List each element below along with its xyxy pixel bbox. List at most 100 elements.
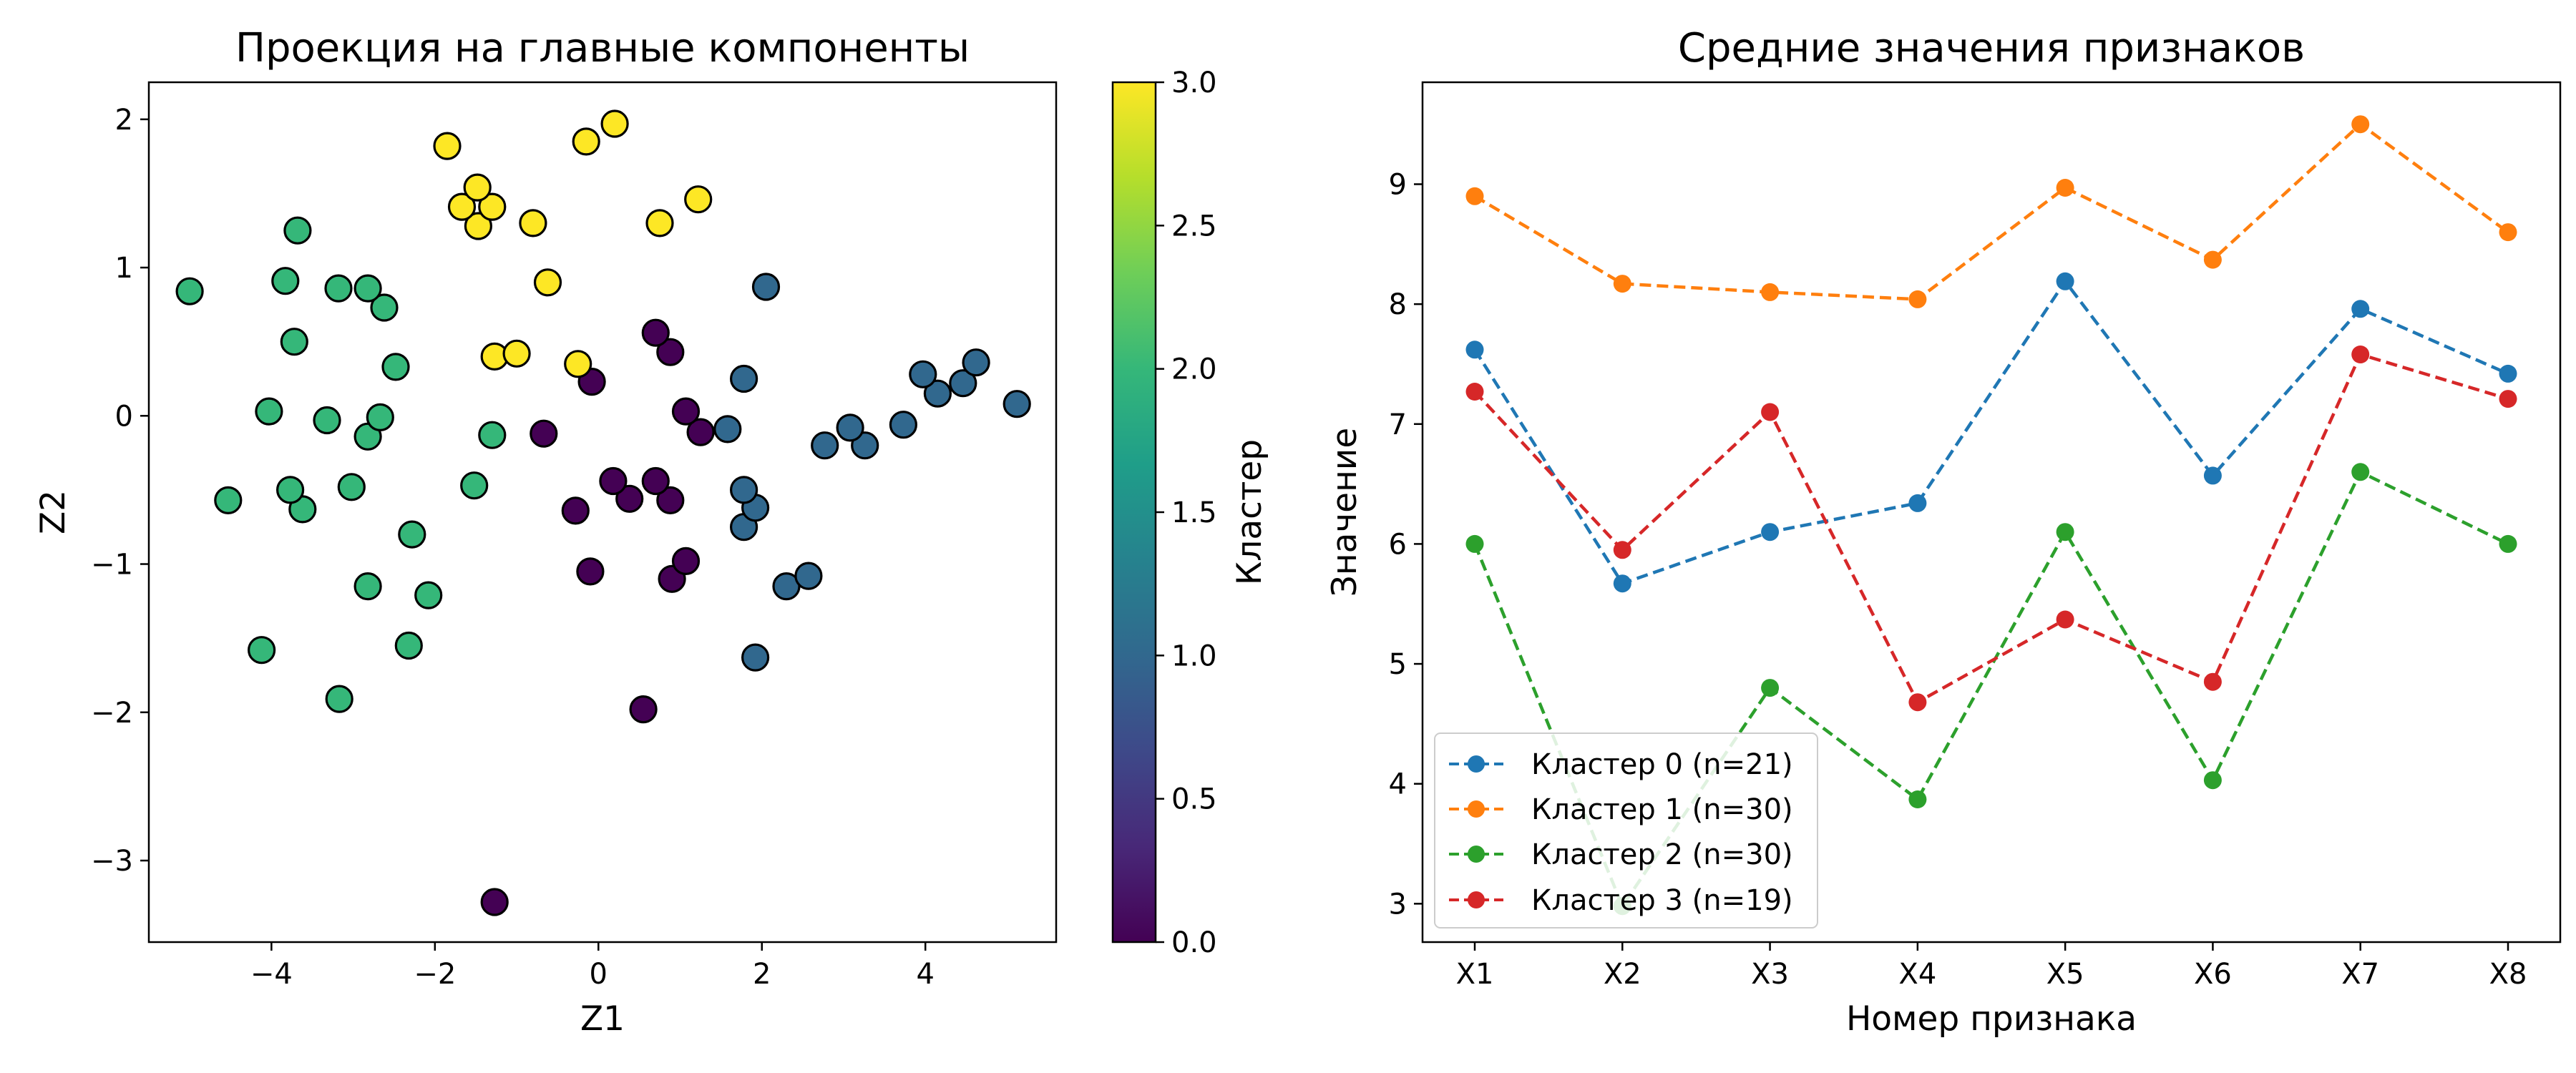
scatter-point <box>564 350 592 378</box>
line-y-tick-label: 3 <box>1389 888 1407 921</box>
scatter-point <box>671 547 701 576</box>
scatter-title: Проекция на главные компоненты <box>235 25 970 72</box>
scatter-point <box>851 431 879 460</box>
colorbar-tick-label: 2.0 <box>1171 353 1217 386</box>
series-marker <box>1761 679 1780 697</box>
scatter-point <box>480 888 509 916</box>
series-marker <box>2203 672 2222 691</box>
scatter-point <box>889 411 918 439</box>
scatter-point <box>629 695 658 724</box>
colorbar-tick-label: 3.0 <box>1171 67 1217 99</box>
scatter-point <box>533 268 562 297</box>
scatter-point <box>923 379 952 408</box>
scatter-y-ticks: −3 −2 −1 0 1 2 <box>91 104 149 878</box>
scatter-x-axis-label: Z1 <box>580 999 625 1039</box>
scatter-point <box>729 364 758 393</box>
line-x-tick-label: X7 <box>2341 958 2379 991</box>
scatter-y-axis-label: Z2 <box>34 490 73 534</box>
series-group <box>1465 346 2517 712</box>
scatter-point <box>641 466 670 496</box>
scatter-point <box>811 431 839 460</box>
colorbar-tick-label: 0.5 <box>1171 783 1217 816</box>
line-x-tick-label: X2 <box>1604 958 1641 991</box>
series-marker <box>1465 340 1484 359</box>
series-marker <box>1465 534 1484 553</box>
series-marker <box>1908 290 1927 308</box>
series-marker <box>1465 187 1484 205</box>
line-y-tick-label: 9 <box>1389 168 1407 201</box>
scatter-point <box>519 209 547 237</box>
series-line <box>1473 352 2509 705</box>
line-x-axis-label: Номер признака <box>1846 999 2137 1039</box>
series-group <box>1465 272 2517 593</box>
series-line <box>1473 122 2509 301</box>
colorbar-tick-label: 0.0 <box>1171 926 1217 959</box>
scatter-point <box>248 636 276 665</box>
series-marker <box>2499 534 2517 553</box>
legend: Кластер 0 (n=21) Кластер 1 (n=30) Класте… <box>1434 733 1818 929</box>
legend-label: Кластер 3 (n=19) <box>1531 884 1793 917</box>
series-marker <box>2203 771 2222 790</box>
scatter-point <box>645 209 674 237</box>
scatter-point <box>615 484 644 513</box>
scatter-axes-frame <box>147 81 1058 944</box>
scatter-point <box>641 318 670 347</box>
scatter-point <box>656 338 685 366</box>
series-marker <box>1761 283 1780 301</box>
series-marker <box>2056 523 2074 542</box>
scatter-y-tick-label: −3 <box>91 845 133 878</box>
scatter-x-tick-label: 2 <box>753 958 771 991</box>
scatter-point <box>283 216 312 245</box>
legend-swatch-marker <box>1468 800 1485 818</box>
scatter-point <box>433 132 462 160</box>
scatter-point <box>276 476 305 504</box>
legend-label: Кластер 1 (n=30) <box>1531 793 1793 826</box>
scatter-point <box>671 397 701 426</box>
scatter-point <box>530 419 558 448</box>
scatter-y-tick-label: 2 <box>115 104 133 137</box>
scatter-point <box>713 415 742 444</box>
scatter-x-tick-label: 4 <box>916 958 934 991</box>
series-marker <box>2351 115 2370 134</box>
series-marker <box>1908 494 1927 512</box>
scatter-point <box>656 486 685 515</box>
line-title: Средние значения признаков <box>1678 25 2305 72</box>
series-marker <box>2351 300 2370 318</box>
scatter-point <box>280 328 308 356</box>
line-x-tick-label: X1 <box>1456 958 1494 991</box>
legend-entry: Кластер 1 (n=30) <box>1449 793 1793 826</box>
line-x-tick-label: X8 <box>2489 958 2527 991</box>
scatter-point <box>381 353 410 381</box>
line-panel: Средние значения признаков X1 X2 X3 X4 X5 X6 X… <box>1325 25 2562 1039</box>
scatter-point <box>214 486 243 515</box>
line-y-tick-label: 5 <box>1389 648 1407 681</box>
scatter-point <box>576 557 605 586</box>
scatter-point <box>313 406 341 435</box>
scatter-point <box>464 212 493 240</box>
colorbar-label: Кластер <box>1230 439 1269 585</box>
scatter-point <box>600 109 629 138</box>
series-marker <box>1613 574 1631 593</box>
scatter-point <box>478 421 507 449</box>
scatter-point <box>398 520 426 549</box>
series-marker <box>1465 383 1484 401</box>
scatter-point <box>836 413 864 442</box>
scatter-point <box>599 466 628 496</box>
colorbar-ticks: 0.0 0.5 1.0 1.5 2.0 2.5 3.0 <box>1156 67 1217 959</box>
scatter-point <box>478 192 507 221</box>
scatter-point <box>394 631 423 660</box>
scatter-x-tick-label: 0 <box>590 958 608 991</box>
scatter-point <box>794 562 823 590</box>
series-marker <box>1761 523 1780 542</box>
colorbar-tick-label: 2.5 <box>1171 210 1217 242</box>
scatter-point <box>175 277 204 305</box>
line-y-ticks: 3 4 5 6 7 8 9 <box>1389 168 1423 921</box>
legend-label: Кластер 2 (n=30) <box>1531 838 1793 871</box>
scatter-x-ticks: −4 −2 0 2 4 <box>250 942 935 991</box>
series-marker <box>2499 390 2517 408</box>
series-line <box>1473 278 2509 586</box>
colorbar-tick-label: 1.5 <box>1171 496 1217 529</box>
scatter-x-tick-label: −2 <box>414 958 456 991</box>
series-marker <box>2203 466 2222 485</box>
